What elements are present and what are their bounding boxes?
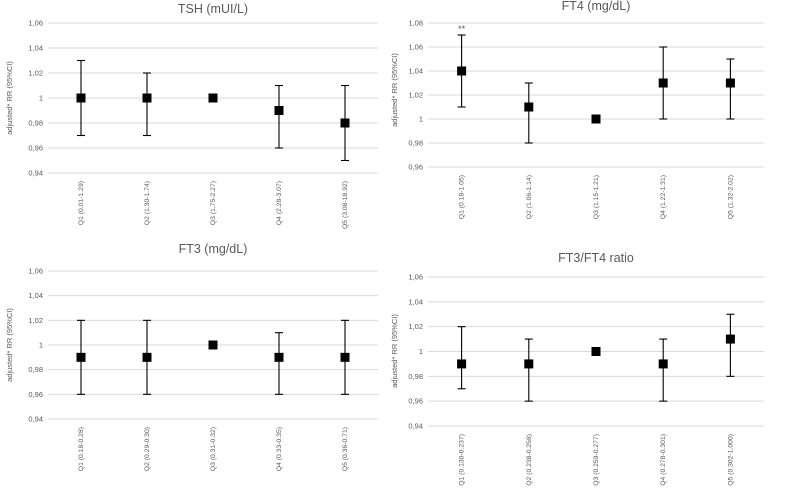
data-point: [340, 352, 350, 362]
y-tick-label: 0,96: [408, 163, 423, 172]
y-tick-label: 0,96: [28, 390, 43, 399]
y-tick-label: 1,02: [28, 69, 43, 78]
chart-title: TSH (mUI/L): [178, 2, 248, 16]
x-tick-label: Q3 (1.75-2.27): [210, 181, 217, 225]
data-point: [524, 102, 534, 112]
y-tick-label: 1: [419, 115, 423, 124]
data-point: [274, 106, 284, 115]
y-axis-label: adjusted* RR (95%CI): [390, 314, 399, 388]
y-tick-label: 1,06: [408, 273, 423, 282]
chart-title: FT4 (mg/dL): [562, 0, 631, 13]
x-tick-label: Q4 (0.33-0.35): [276, 427, 283, 471]
x-tick-label: Q5 (3.08-18.92): [342, 181, 349, 229]
y-tick-label: 0,94: [28, 169, 43, 178]
data-point: [208, 93, 218, 103]
data-point: [725, 334, 735, 344]
y-tick-label: 0,94: [28, 415, 43, 424]
y-tick-label: 1,06: [28, 267, 43, 276]
x-tick-label: Q3 (1.15-1.21): [593, 175, 600, 219]
y-tick-label: 0,98: [28, 119, 43, 128]
x-tick-label: Q3 (0.259-0.277): [593, 434, 600, 486]
y-tick-label: 0,98: [408, 139, 423, 148]
y-tick-label: 0,98: [28, 365, 43, 374]
data-point: [457, 359, 467, 369]
significance-annotation: **: [458, 24, 466, 34]
x-tick-label: Q2 (1.30-1.74): [144, 181, 151, 225]
x-tick-label: Q2 (0.29-0.30): [144, 427, 151, 471]
chart-panel-1: 0,94 0,96 0,98 1 1,02 1,04 1,06 TSH (mUI/L) adju…: [5, 2, 378, 229]
x-tick-label: Q5 (0.302-1.000): [727, 434, 734, 486]
data-point: [658, 359, 668, 369]
y-tick-label: 1,06: [408, 43, 423, 52]
data-point: [725, 78, 735, 88]
y-tick-label: 0,96: [408, 397, 423, 406]
y-tick-label: 0,94: [408, 422, 423, 431]
x-tick-label: Q5 (0.36-0.71): [342, 427, 349, 471]
x-tick-label: Q2 (0.238-0.258): [526, 434, 533, 486]
x-tick-label: Q1 (0.130-0.237): [459, 434, 466, 486]
y-tick-label: 1,08: [408, 19, 423, 28]
x-tick-label: Q1 (0.01-1.29): [78, 181, 85, 225]
y-axis-label: adjusted* RR (95%CI): [5, 61, 14, 135]
x-tick-label: Q2 (1.06-1.14): [526, 175, 533, 219]
chart-title: FT3/FT4 ratio: [558, 251, 634, 265]
x-tick-label: Q4 (2.28-3.07): [276, 181, 283, 225]
y-tick-label: 1: [39, 94, 43, 103]
data-point: [76, 352, 86, 362]
y-tick-label: 1,02: [408, 91, 423, 100]
x-tick-label: Q4 (1.22-1.31): [660, 175, 667, 219]
data-point: [142, 93, 152, 103]
x-tick-label: Q3 (0.31-0.32): [210, 427, 217, 471]
chart-panel-3: 0,94 0,96 0,98 1 1,02 1,04 1,06 FT3 (mg/dL) adju…: [5, 242, 378, 471]
y-axis-label: adjusted* RR (95%CI): [390, 53, 399, 127]
y-tick-label: 1,04: [28, 44, 43, 53]
y-tick-label: 1: [39, 341, 43, 350]
chart-panel-4: 0,94 0,96 0,98 1 1,02 1,04 1,06 FT3/FT4 ratio ad…: [390, 251, 764, 486]
data-point: [658, 78, 668, 88]
data-point: [340, 118, 350, 128]
x-tick-label: Q1 (0.18-0.28): [78, 427, 85, 471]
chart-panel-2: 0,96 0,98 1 1,02 1,04 1,06 1,08 FT4 (mg/dL) adju…: [390, 0, 764, 219]
y-tick-label: 0,96: [28, 144, 43, 153]
x-tick-label: Q5 (1.32-2.02): [727, 175, 734, 219]
y-tick-label: 1,04: [28, 291, 43, 300]
data-point: [208, 340, 218, 350]
y-tick-label: 1,06: [28, 19, 43, 28]
y-tick-label: 1,02: [408, 322, 423, 331]
y-tick-label: 1,04: [408, 297, 423, 306]
data-point: [142, 352, 152, 362]
y-tick-label: 1,04: [408, 67, 423, 76]
chart-title: FT3 (mg/dL): [179, 242, 248, 256]
data-point: [457, 66, 467, 76]
data-point: [274, 352, 284, 362]
y-axis-label: adjusted* RR (95%CI): [5, 308, 14, 382]
x-tick-label: Q4 (0.278-0.301): [660, 434, 667, 486]
data-point: [591, 114, 601, 124]
y-tick-label: 1,02: [28, 316, 43, 325]
data-point: [524, 359, 534, 369]
y-tick-label: 1: [419, 347, 423, 356]
x-tick-label: Q1 (0.18-1.05): [459, 175, 466, 219]
y-tick-label: 0,98: [408, 372, 423, 381]
data-point: [76, 93, 86, 103]
data-point: [591, 347, 601, 356]
